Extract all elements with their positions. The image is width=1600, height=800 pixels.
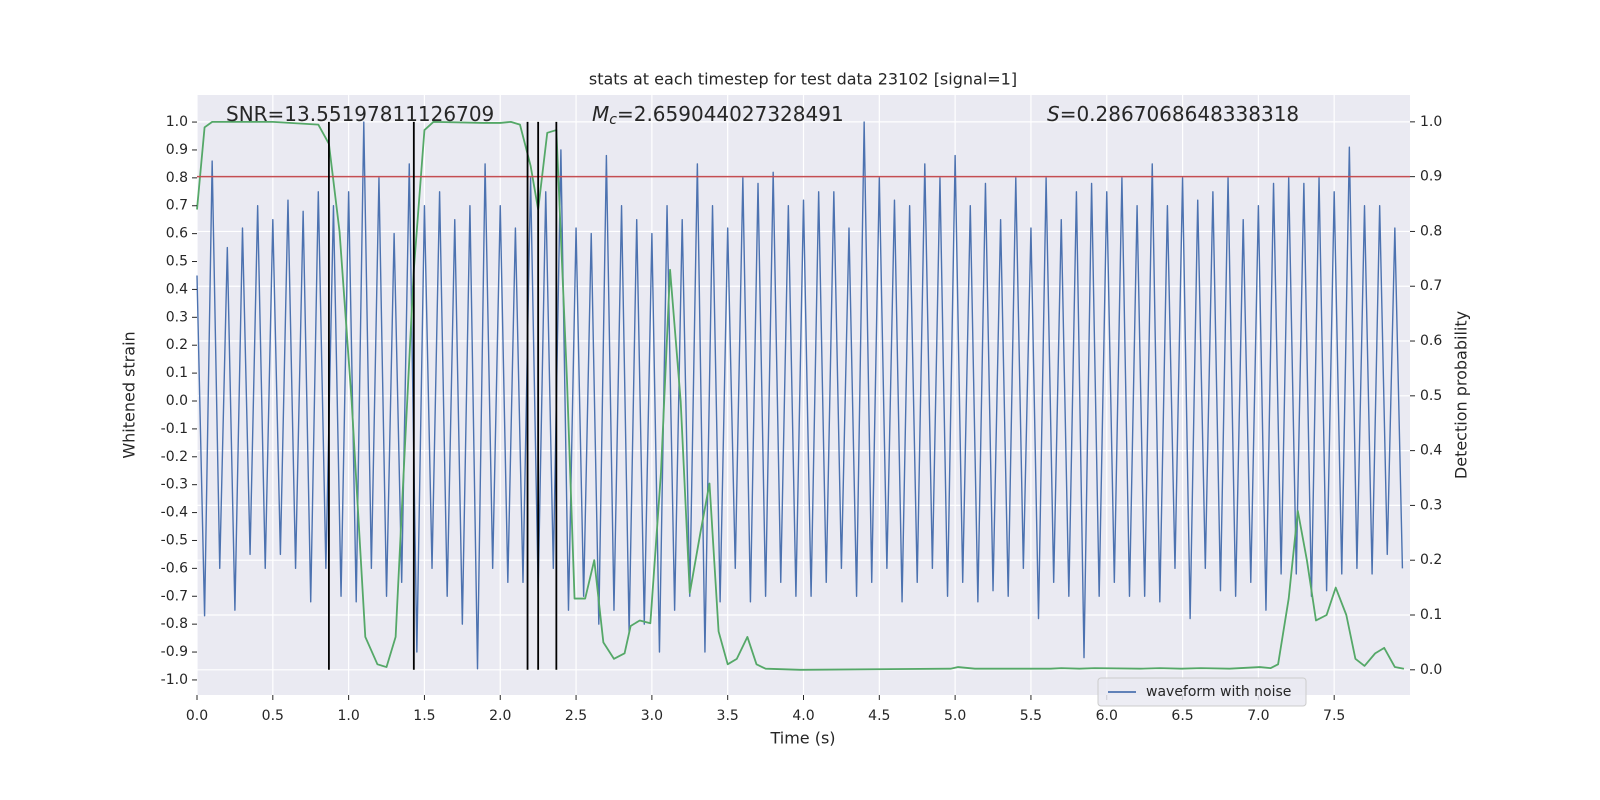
y-tick-label: -0.4 bbox=[161, 505, 188, 521]
y-tick-label: 0.0 bbox=[166, 393, 188, 409]
y-tick-label: 0.5 bbox=[166, 254, 188, 270]
marks bbox=[196, 120, 1410, 671]
annotation-text: =2.659044027328491 bbox=[617, 102, 844, 126]
y2-tick-label: 0.1 bbox=[1420, 607, 1442, 623]
x-tick-label: 5.5 bbox=[1020, 708, 1042, 724]
x-tick-label: 2.0 bbox=[489, 708, 511, 724]
y2-tick-label: 0.6 bbox=[1420, 333, 1442, 349]
chart-title: stats at each timestep for test data 231… bbox=[589, 70, 1017, 89]
x-tick-label: 1.5 bbox=[413, 708, 435, 724]
x-tick-label: 3.0 bbox=[641, 708, 663, 724]
annotation: Mc=2.659044027328491 bbox=[592, 102, 844, 129]
x-axis-label: Time (s) bbox=[769, 729, 835, 748]
y2-tick-label: 1.0 bbox=[1420, 114, 1442, 130]
annotation-sub: c bbox=[609, 112, 617, 128]
y2-tick-label: 0.9 bbox=[1420, 169, 1442, 185]
y-tick-label: 0.9 bbox=[166, 142, 188, 158]
annotation-text: =0.2867068648338318 bbox=[1060, 102, 1299, 126]
y2-tick-label: 0.4 bbox=[1420, 443, 1442, 459]
y-tick-label: 0.2 bbox=[166, 337, 188, 353]
x-tick-label: 7.0 bbox=[1247, 708, 1269, 724]
y-axis-label: Whitened strain bbox=[120, 331, 139, 458]
y-tick-label: -0.9 bbox=[161, 644, 188, 660]
y-tick-label: -0.2 bbox=[161, 449, 188, 465]
x-tick-label: 0.5 bbox=[262, 708, 284, 724]
x-tick-label: 4.5 bbox=[868, 708, 890, 724]
y-tick-label: -0.3 bbox=[161, 477, 188, 493]
x-tick-label: 3.5 bbox=[717, 708, 739, 724]
x-tick-label: 2.5 bbox=[565, 708, 587, 724]
x-tick-label: 0.0 bbox=[186, 708, 208, 724]
y-tick-label: 1.0 bbox=[166, 114, 188, 130]
legend-label: waveform with noise bbox=[1146, 684, 1291, 700]
series-line bbox=[196, 121, 1404, 670]
y2-tick-label: 0.5 bbox=[1420, 388, 1442, 404]
y-tick-label: 0.6 bbox=[166, 226, 188, 242]
x-tick-label: 5.0 bbox=[944, 708, 966, 724]
y-tick-label: -1.0 bbox=[161, 672, 188, 688]
x-tick-label: 6.0 bbox=[1096, 708, 1118, 724]
y-tick-label: -0.7 bbox=[161, 588, 188, 604]
y2-tick-label: 0.2 bbox=[1420, 552, 1442, 568]
y2-axis-label: Detection probability bbox=[1452, 311, 1471, 479]
annotation-text: SNR=13.55197811126709 bbox=[226, 102, 494, 126]
y-tick-label: 0.1 bbox=[166, 365, 188, 381]
annotation: S=0.2867068648338318 bbox=[1047, 102, 1299, 126]
y-tick-label: -0.1 bbox=[161, 421, 188, 437]
x-tick-label: 1.0 bbox=[337, 708, 359, 724]
x-tick-label: 4.0 bbox=[792, 708, 814, 724]
labels: 0.0 0.5 1.0 1.5 2.0 2.5 3.0 3.5 4.0 4.5 5.0 5.5 6.0 6… bbox=[161, 102, 1443, 725]
y-tick-label: -0.6 bbox=[161, 560, 188, 576]
annotation-symbol: S bbox=[1047, 102, 1060, 126]
y-tick-label: 0.3 bbox=[166, 309, 188, 325]
y-tick-label: 0.8 bbox=[166, 170, 188, 186]
y2-tick-label: 0.0 bbox=[1420, 662, 1442, 678]
y-tick-label: -0.5 bbox=[161, 532, 188, 548]
y-tick-label: 0.7 bbox=[166, 198, 188, 214]
annotation: SNR=13.55197811126709 bbox=[226, 102, 494, 126]
y2-tick-label: 0.8 bbox=[1420, 223, 1442, 239]
legend-box bbox=[1097, 677, 1307, 707]
x-tick-label: 6.5 bbox=[1171, 708, 1193, 724]
y2-tick-label: 0.3 bbox=[1420, 497, 1442, 513]
y-tick-label: -0.8 bbox=[161, 616, 188, 632]
annotation-symbol: M bbox=[592, 102, 609, 126]
y-tick-label: 0.4 bbox=[166, 281, 188, 297]
series-line bbox=[196, 120, 1405, 671]
y2-tick-label: 0.7 bbox=[1420, 278, 1442, 294]
x-tick-label: 7.5 bbox=[1323, 708, 1345, 724]
